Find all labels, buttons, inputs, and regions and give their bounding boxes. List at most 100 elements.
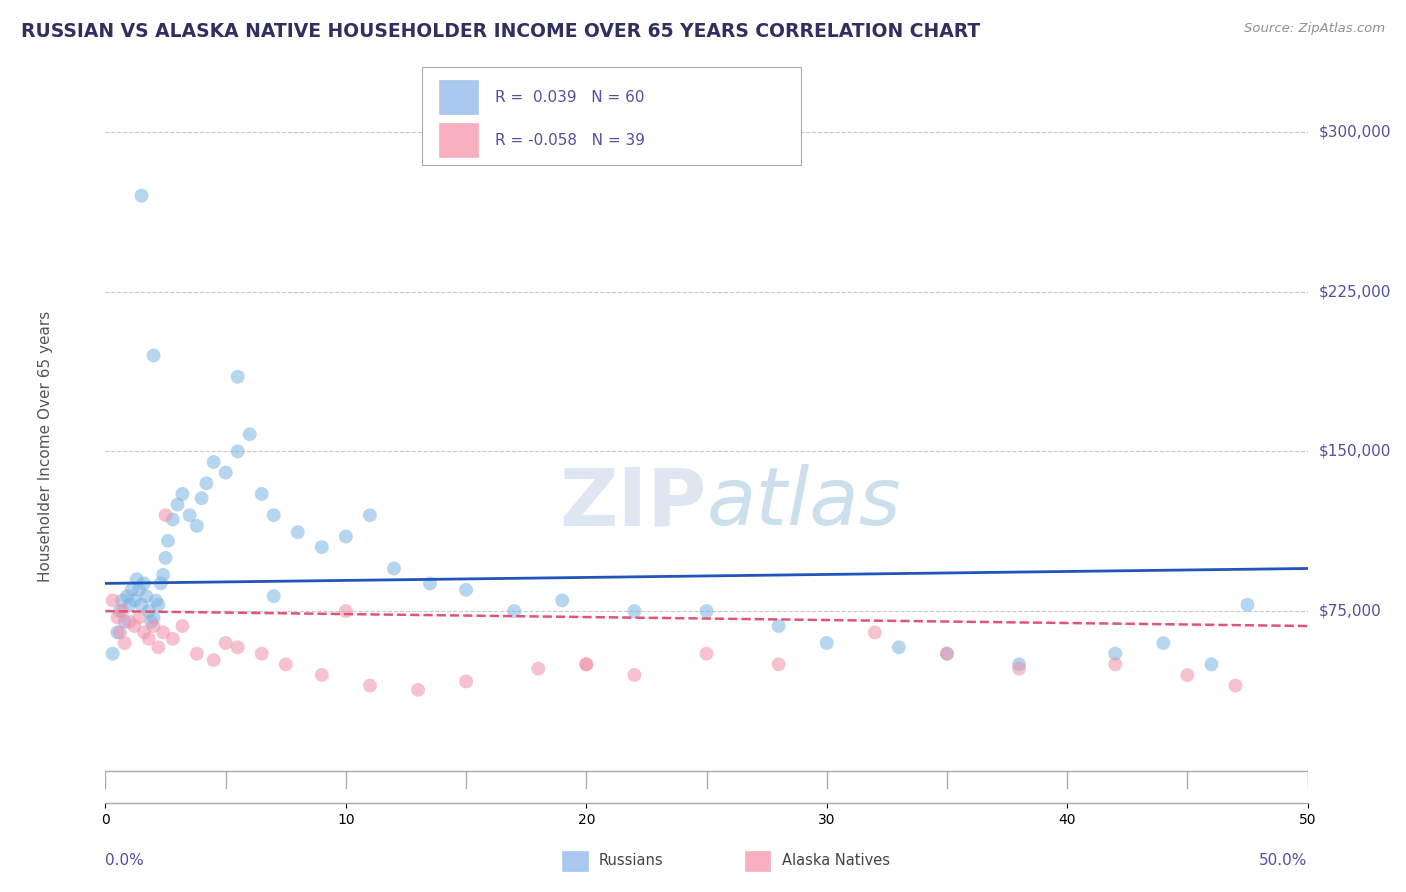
Point (108, 625, 131, 640)
Point (128, 582, 150, 597)
Point (131, 188, 153, 202)
Point (156, 533, 179, 548)
Text: R = -0.058   N = 39: R = -0.058 N = 39 (495, 133, 645, 147)
Point (1225, 679, 1247, 693)
Text: Alaska Natives: Alaska Natives (782, 854, 890, 868)
Point (132, 625, 155, 640)
Point (1236, 598, 1258, 612)
Point (1152, 636, 1174, 650)
Point (111, 604, 134, 618)
Point (768, 657, 790, 672)
Text: Householder Income Over 65 years: Householder Income Over 65 years (38, 310, 53, 582)
Point (190, 491, 212, 506)
Text: $300,000: $300,000 (1319, 124, 1391, 139)
Point (250, 647, 273, 661)
Text: RUSSIAN VS ALASKA NATIVE HOUSEHOLDER INCOME OVER 65 YEARS CORRELATION CHART: RUSSIAN VS ALASKA NATIVE HOUSEHOLDER INC… (21, 22, 980, 41)
Point (274, 657, 297, 672)
Point (214, 466, 236, 480)
Point (142, 619, 165, 633)
Point (863, 625, 886, 640)
Point (135, 589, 157, 603)
Point (131, 598, 153, 612)
Point (195, 476, 218, 491)
Text: R =  0.039   N = 60: R = 0.039 N = 60 (495, 90, 644, 104)
Point (172, 487, 194, 501)
Point (250, 487, 273, 501)
Point (166, 498, 188, 512)
Point (815, 636, 838, 650)
Point (139, 615, 162, 629)
Point (1175, 668, 1198, 682)
Point (696, 647, 718, 661)
Point (162, 632, 184, 646)
Point (575, 657, 598, 672)
Point (114, 636, 136, 650)
Point (179, 508, 201, 523)
Point (1008, 662, 1031, 676)
Point (359, 508, 381, 523)
Point (623, 668, 645, 682)
Point (125, 572, 148, 586)
Point (118, 615, 141, 629)
Point (1008, 657, 1031, 672)
Point (152, 625, 174, 640)
Point (172, 619, 194, 633)
Point (155, 550, 177, 565)
Point (936, 647, 959, 661)
Point (454, 674, 477, 689)
Point (128, 610, 150, 624)
Text: $75,000: $75,000 (1319, 604, 1382, 618)
Point (107, 625, 129, 640)
Text: 50.0%: 50.0% (1260, 853, 1308, 868)
Point (226, 369, 249, 384)
Point (145, 593, 167, 607)
Point (214, 636, 236, 650)
Point (575, 657, 598, 672)
Text: Source: ZipAtlas.com: Source: ZipAtlas.com (1244, 22, 1385, 36)
Point (226, 444, 249, 458)
Point (152, 567, 174, 582)
Point (768, 619, 790, 633)
Point (101, 647, 124, 661)
Point (936, 647, 959, 661)
Point (202, 653, 225, 667)
Point (527, 662, 550, 676)
Point (263, 508, 285, 523)
Point (335, 604, 357, 618)
Text: atlas: atlas (707, 464, 901, 542)
Point (1104, 647, 1126, 661)
Point (162, 512, 184, 526)
Point (101, 593, 124, 607)
Point (311, 540, 333, 554)
Point (132, 576, 155, 591)
Point (124, 593, 146, 607)
Point (239, 427, 262, 442)
Point (149, 576, 172, 591)
Point (124, 619, 146, 633)
Point (311, 668, 333, 682)
Point (111, 593, 134, 607)
Point (382, 561, 405, 575)
Point (406, 682, 429, 697)
Point (335, 529, 357, 543)
Text: 0.0%: 0.0% (105, 853, 145, 868)
Text: Russians: Russians (599, 854, 664, 868)
Text: ZIP: ZIP (560, 464, 707, 542)
Point (1104, 657, 1126, 672)
Text: $150,000: $150,000 (1319, 444, 1391, 458)
Point (623, 604, 645, 618)
Point (142, 610, 165, 624)
Point (148, 598, 170, 612)
Point (454, 582, 477, 597)
Point (108, 604, 131, 618)
Point (419, 576, 441, 591)
Point (118, 598, 141, 612)
Point (142, 349, 165, 363)
Point (186, 519, 208, 533)
Point (186, 647, 208, 661)
Point (551, 593, 574, 607)
Point (887, 640, 910, 655)
Point (287, 525, 309, 540)
Point (503, 604, 526, 618)
Point (226, 640, 249, 655)
